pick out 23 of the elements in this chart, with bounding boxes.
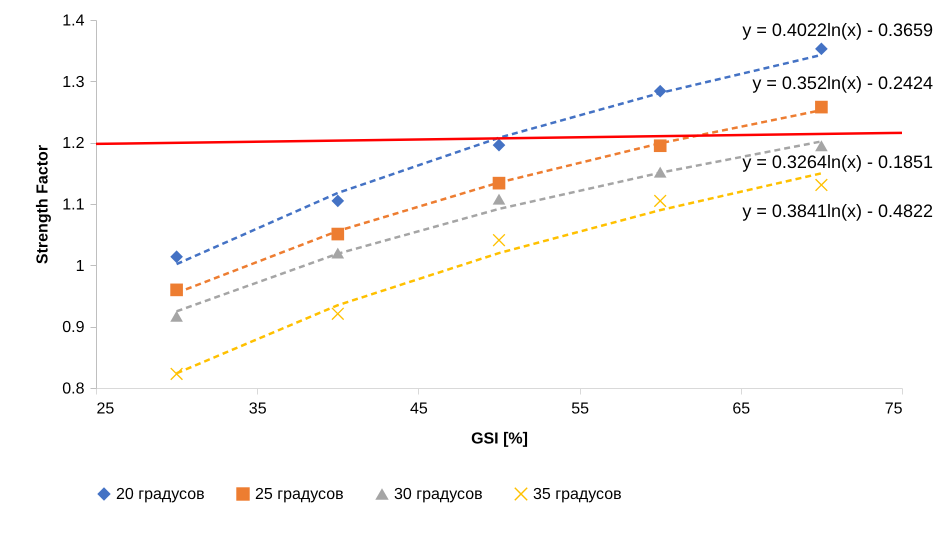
- x-tick-label: 35: [248, 400, 267, 418]
- y-tick-label: 0.9: [62, 319, 85, 336]
- x-tick-label: 75: [884, 400, 903, 418]
- y-tick-label: 1: [76, 258, 85, 275]
- x-tick-label: 55: [571, 400, 590, 418]
- y-tick-label: 1.2: [62, 135, 85, 152]
- y-tick-label: 0.8: [62, 380, 85, 398]
- x-tick-label: 45: [410, 400, 428, 418]
- annotation: y = 0.3264ln(x) - 0.1851: [742, 152, 933, 172]
- annotation: y = 0.352ln(x) - 0.2424: [752, 73, 933, 93]
- y-tick-label: 1.1: [62, 196, 85, 214]
- y-tick-label: 1.3: [62, 74, 85, 91]
- legend-label: 35 градусов: [533, 486, 622, 503]
- annotation: y = 0.4022ln(x) - 0.3659: [742, 20, 933, 40]
- annotation: y = 0.3841ln(x) - 0.4822: [742, 201, 933, 221]
- y-axis-title: Strength Factor: [34, 144, 52, 264]
- x-tick-label: 25: [96, 400, 114, 418]
- legend-label: 20 градусов: [116, 486, 205, 503]
- legend-label: 25 градусов: [255, 486, 344, 503]
- y-tick-label: 1.4: [62, 12, 85, 30]
- x-tick-label: 65: [732, 400, 750, 418]
- legend-label: 30 градусов: [394, 486, 483, 503]
- x-axis-title: GSI [%]: [471, 430, 528, 448]
